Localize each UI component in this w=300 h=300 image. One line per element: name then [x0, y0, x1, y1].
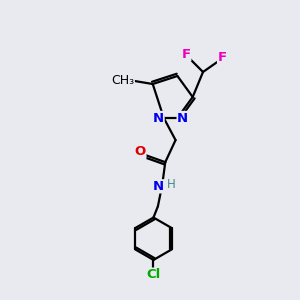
Text: F: F — [182, 48, 191, 61]
Text: CH₃: CH₃ — [111, 74, 134, 87]
Text: O: O — [135, 146, 146, 158]
Text: F: F — [218, 51, 227, 64]
Text: H: H — [167, 178, 176, 191]
Text: N: N — [177, 112, 188, 124]
Text: N: N — [153, 112, 164, 124]
Text: Cl: Cl — [146, 268, 161, 281]
Text: N: N — [153, 180, 164, 193]
